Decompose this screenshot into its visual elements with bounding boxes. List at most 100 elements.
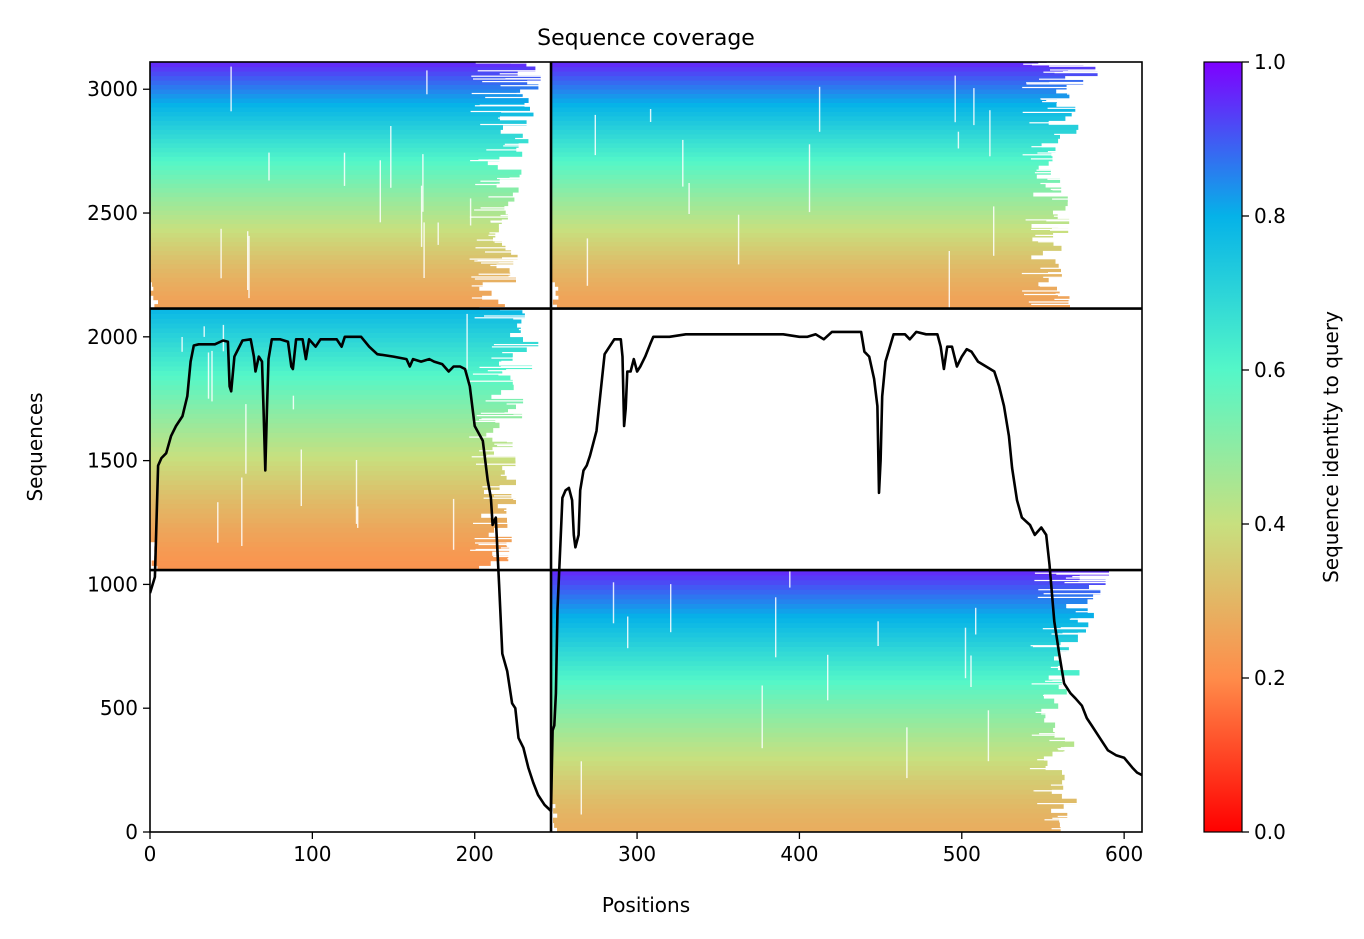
coverage-gap bbox=[827, 654, 829, 701]
coverage-gap bbox=[1078, 788, 1142, 790]
coverage-strip bbox=[551, 210, 1053, 216]
coverage-strip bbox=[551, 84, 1067, 90]
coverage-gap bbox=[472, 420, 551, 422]
coverage-strip bbox=[150, 205, 505, 211]
coverage-strip bbox=[150, 389, 502, 395]
coverage-strip bbox=[551, 593, 1094, 600]
coverage-gap bbox=[181, 337, 183, 352]
coverage-strip bbox=[150, 106, 530, 112]
coverage-gap bbox=[292, 395, 295, 410]
coverage-strip bbox=[150, 115, 500, 121]
coverage-strip bbox=[551, 129, 1077, 135]
coverage-gap bbox=[1046, 220, 1142, 222]
coverage-gap bbox=[1038, 241, 1142, 243]
coverage-gap bbox=[1031, 734, 1142, 736]
coverage-strip bbox=[557, 827, 1061, 832]
coverage-strip bbox=[551, 727, 1054, 733]
coverage-gap bbox=[470, 549, 551, 551]
coverage-strip bbox=[551, 102, 1057, 108]
coverage-gap bbox=[775, 597, 777, 658]
coverage-gap bbox=[670, 584, 672, 633]
coverage-strip bbox=[150, 417, 496, 424]
coverage-gap bbox=[1063, 163, 1142, 165]
coverage-gap bbox=[1049, 739, 1142, 742]
coverage-gap bbox=[906, 727, 908, 779]
coverage-strip bbox=[150, 223, 499, 229]
coverage-gap bbox=[475, 542, 551, 544]
coverage-strip bbox=[150, 138, 529, 144]
coverage-strip bbox=[558, 295, 1070, 301]
coverage-gap bbox=[1037, 596, 1142, 598]
coverage-gap bbox=[1064, 582, 1142, 584]
chart-title: Sequence coverage bbox=[537, 26, 755, 51]
coverage-gap bbox=[518, 329, 551, 331]
coverage-gap bbox=[1062, 243, 1142, 245]
coverage-strip bbox=[551, 97, 1057, 103]
colorbar bbox=[1203, 61, 1243, 833]
coverage-gap bbox=[627, 616, 629, 649]
coverage-strip bbox=[551, 232, 1054, 238]
coverage-strip bbox=[558, 286, 1057, 292]
coverage-strip bbox=[551, 693, 1044, 700]
coverage-strip bbox=[551, 741, 1075, 747]
coverage-gap bbox=[485, 96, 551, 99]
coverage-strip bbox=[150, 384, 514, 391]
coverage-gap bbox=[514, 161, 551, 163]
coverage-gap bbox=[489, 232, 551, 234]
coverage-gap bbox=[506, 369, 551, 371]
coverage-strip bbox=[150, 489, 484, 495]
coverage-strip bbox=[150, 370, 503, 376]
coverage-strip bbox=[151, 281, 483, 287]
y-tick-label: 2500 bbox=[87, 201, 138, 225]
coverage-strip bbox=[551, 589, 1101, 595]
coverage-gap bbox=[475, 548, 551, 551]
coverage-gap bbox=[500, 547, 551, 549]
coverage-strip bbox=[150, 408, 508, 414]
coverage-gap bbox=[503, 145, 551, 147]
coverage-gap bbox=[993, 206, 995, 256]
coverage-strip bbox=[150, 165, 498, 171]
coverage-gap bbox=[1040, 182, 1142, 185]
coverage-strip bbox=[551, 259, 1056, 265]
coverage-gap bbox=[1054, 133, 1142, 135]
coverage-strip bbox=[551, 223, 1032, 229]
coverage-gap bbox=[1034, 172, 1142, 174]
coverage-gap bbox=[1050, 69, 1142, 71]
coverage-gap bbox=[343, 152, 346, 186]
coverage-gap bbox=[1067, 676, 1142, 678]
coverage-strip bbox=[150, 151, 523, 157]
coverage-gap bbox=[482, 486, 551, 488]
coverage-gap bbox=[1037, 803, 1142, 805]
coverage-strip bbox=[551, 670, 1080, 676]
coverage-strip bbox=[150, 432, 487, 438]
coverage-strip bbox=[551, 218, 1070, 224]
coverage-gap bbox=[1052, 198, 1142, 200]
y-tick-label: 0 bbox=[125, 820, 138, 844]
coverage-gap bbox=[471, 285, 551, 287]
coverage-gap bbox=[1067, 607, 1142, 609]
coverage-strip bbox=[551, 684, 1059, 690]
coverage-strip bbox=[551, 245, 1062, 251]
coverage-gap bbox=[245, 404, 247, 474]
coverage-strip bbox=[150, 441, 513, 448]
coverage-gap bbox=[498, 374, 551, 376]
coverage-gap bbox=[1022, 111, 1142, 113]
coverage-strip bbox=[551, 646, 1069, 652]
coverage-strip bbox=[150, 102, 525, 108]
coverage-gap bbox=[230, 66, 232, 112]
coverage-strip bbox=[553, 808, 1052, 814]
coverage-strip bbox=[150, 517, 507, 524]
coverage-gap bbox=[1039, 78, 1142, 80]
coverage-gap bbox=[500, 474, 551, 476]
coverage-strip bbox=[150, 111, 534, 117]
plot-frame bbox=[149, 61, 1143, 833]
coverage-gap bbox=[475, 247, 552, 249]
coverage-gap bbox=[1029, 122, 1142, 124]
coverage-gap bbox=[507, 545, 551, 548]
colorbar-tick-label: 0.0 bbox=[1254, 820, 1286, 844]
coverage-strip bbox=[551, 617, 1078, 624]
coverage-strip bbox=[551, 732, 1055, 738]
coverage-gap bbox=[1066, 731, 1142, 733]
coverage-strip bbox=[150, 178, 500, 184]
